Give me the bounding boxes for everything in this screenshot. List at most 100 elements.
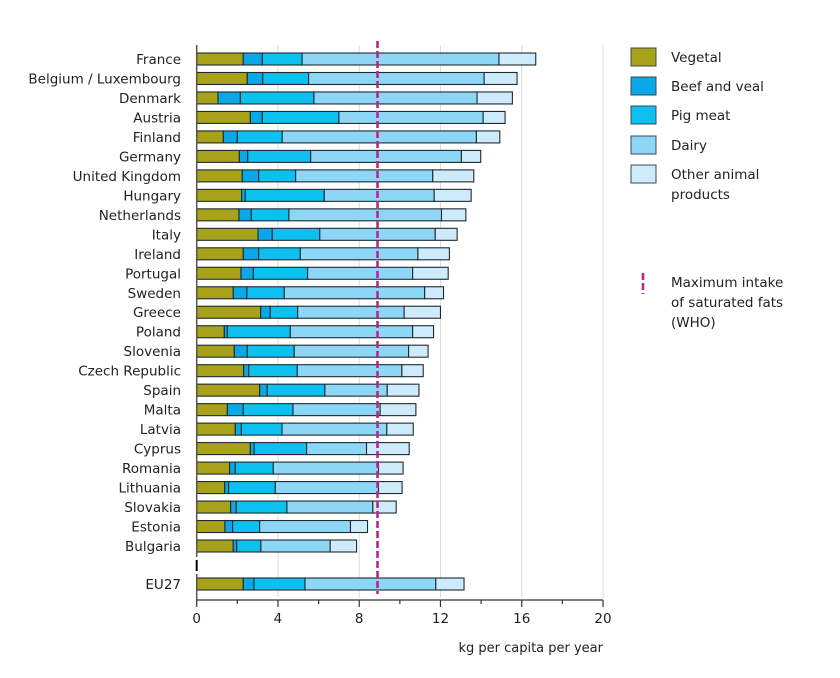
- bar-segment-pig-meat: [248, 364, 298, 378]
- legend-swatch: [630, 76, 657, 96]
- bar-segment-beef-and-veal: [246, 71, 264, 86]
- category-label: Sweden: [128, 286, 181, 302]
- bar-segment-vegetal: [196, 91, 219, 105]
- category-label: Malta: [144, 403, 181, 419]
- bar-segment-vegetal: [196, 519, 226, 534]
- category-label: Belgium / Luxembourg: [28, 71, 181, 87]
- category-label: Estonia: [131, 520, 181, 536]
- bar-segment-vegetal: [196, 364, 245, 378]
- bar-segment-other-animal-products: [403, 305, 442, 319]
- bar-segment-beef-and-veal: [242, 247, 260, 261]
- bar-segment-other-animal-products: [424, 286, 445, 300]
- bar-segment-dairy: [304, 577, 437, 591]
- bar-segment-other-animal-products: [483, 71, 518, 86]
- bar-segment-dairy: [299, 247, 419, 261]
- bar-segment-other-animal-products: [482, 110, 506, 124]
- category-label: Italy: [152, 227, 181, 243]
- category-label: EU27: [145, 577, 181, 593]
- bar-segment-dairy: [283, 286, 426, 300]
- bar-segment-vegetal: [196, 442, 251, 456]
- legend-label: Beef and veal: [671, 79, 764, 95]
- category-label: Ireland: [134, 247, 181, 263]
- bar-segment-beef-and-veal: [233, 344, 248, 358]
- bar-segment-dairy: [295, 169, 434, 183]
- bar-segment-dairy: [297, 305, 405, 319]
- legend-swatch: [630, 164, 657, 184]
- bar-segment-pig-meat: [261, 52, 303, 66]
- bar-segment-pig-meat: [228, 481, 276, 495]
- bar-segment-dairy: [338, 110, 484, 124]
- bar-segment-pig-meat: [240, 422, 283, 436]
- legend-label: Pig meat: [671, 108, 730, 124]
- bar-segment-other-animal-products: [475, 130, 501, 144]
- legend-swatch: [630, 135, 657, 155]
- bar-segment-beef-and-veal: [249, 442, 255, 456]
- bar-segment-vegetal: [196, 422, 236, 436]
- bar-segment-dairy: [293, 344, 410, 358]
- bar-segment-other-animal-products: [377, 461, 404, 475]
- bar-segment-beef-and-veal: [230, 500, 237, 514]
- legend-reference-label: (WHO): [671, 315, 716, 331]
- bar-segment-vegetal: [196, 149, 240, 163]
- bar-segment-beef-and-veal: [241, 169, 260, 183]
- bar-segment-pig-meat: [239, 91, 315, 105]
- bar-segment-dairy: [323, 188, 435, 202]
- bar-segment-pig-meat: [226, 325, 291, 339]
- category-label: Czech Republic: [78, 364, 181, 380]
- legend-label: Vegetal: [671, 50, 722, 66]
- bar-segment-pig-meat: [258, 169, 297, 183]
- bar-segment-vegetal: [196, 325, 225, 339]
- bar-segment-other-animal-products: [417, 247, 450, 261]
- bar-segment-vegetal: [196, 266, 242, 280]
- bar-segment-other-animal-products: [440, 208, 467, 222]
- category-label: Slovakia: [124, 500, 181, 516]
- bar-segment-pig-meat: [232, 519, 261, 534]
- bar-segment-vegetal: [196, 286, 234, 300]
- bar-segment-other-animal-products: [329, 539, 358, 553]
- x-tick-label: 20: [594, 611, 611, 627]
- bar-segment-other-animal-products: [432, 169, 475, 183]
- bars: [196, 52, 537, 591]
- bar-segment-vegetal: [196, 130, 224, 144]
- bar-segment-other-animal-products: [379, 403, 417, 417]
- category-labels: France Belgium / Luxembourg Denmark Austria…: [28, 52, 181, 593]
- bar-segment-vegetal: [196, 227, 259, 241]
- bar-segment-pig-meat: [246, 344, 295, 358]
- bar-segment-vegetal: [196, 169, 243, 183]
- bar-segment-beef-and-veal: [243, 364, 250, 378]
- bar-segment-other-animal-products: [408, 344, 429, 358]
- bar-segment-dairy: [313, 91, 478, 105]
- bar-segment-vegetal: [196, 500, 232, 514]
- bar-segment-beef-and-veal: [224, 519, 234, 534]
- bar-segment-other-animal-products: [498, 52, 537, 66]
- bar-segment-pig-meat: [261, 110, 340, 124]
- bar-segment-other-animal-products: [386, 422, 414, 436]
- x-tick-label: 16: [513, 611, 530, 627]
- bar-segment-beef-and-veal: [232, 286, 248, 300]
- bar-segment-other-animal-products: [476, 91, 513, 105]
- bar-segment-dairy: [259, 519, 352, 534]
- bar-segment-other-animal-products: [412, 325, 435, 339]
- bar-segment-beef-and-veal: [217, 91, 241, 105]
- bar-segment-beef-and-veal: [226, 403, 244, 417]
- legend-swatch: [630, 105, 657, 125]
- x-tick-label: 4: [274, 611, 283, 627]
- bar-segment-other-animal-products: [365, 442, 410, 456]
- x-axis: 0 4 8 12 16 20: [192, 45, 612, 627]
- category-label: Romania: [122, 461, 181, 477]
- bar-segment-pig-meat: [266, 383, 326, 397]
- bar-segment-beef-and-veal: [249, 110, 263, 124]
- bar-segment-beef-and-veal: [257, 227, 273, 241]
- bar-segment-beef-and-veal: [229, 461, 236, 475]
- bar-segment-pig-meat: [262, 71, 310, 86]
- x-axis-title: kg per capita per year: [458, 641, 603, 656]
- category-label: Latvia: [140, 422, 181, 438]
- bar-segment-pig-meat: [242, 403, 294, 417]
- category-label: Bulgaria: [125, 539, 181, 555]
- legend-reference-label: Maximum intake: [671, 275, 783, 291]
- bar-segment-pig-meat: [250, 208, 290, 222]
- category-label: Spain: [143, 383, 181, 399]
- category-label: Finland: [133, 130, 181, 146]
- bar-segment-dairy: [308, 71, 485, 86]
- legend-reference-label: of saturated fats: [671, 295, 783, 311]
